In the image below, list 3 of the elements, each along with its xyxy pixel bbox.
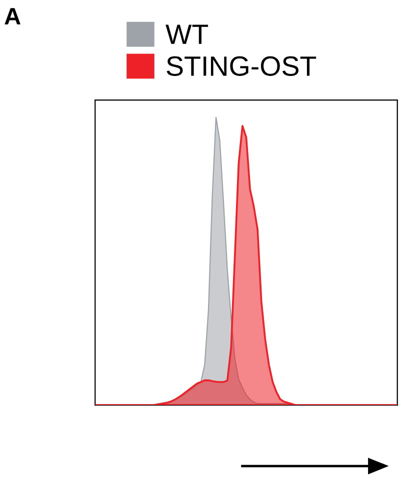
legend-label: STING-OST bbox=[166, 56, 316, 76]
text: A bbox=[4, 8, 20, 24]
legend-label: WT bbox=[166, 24, 208, 44]
